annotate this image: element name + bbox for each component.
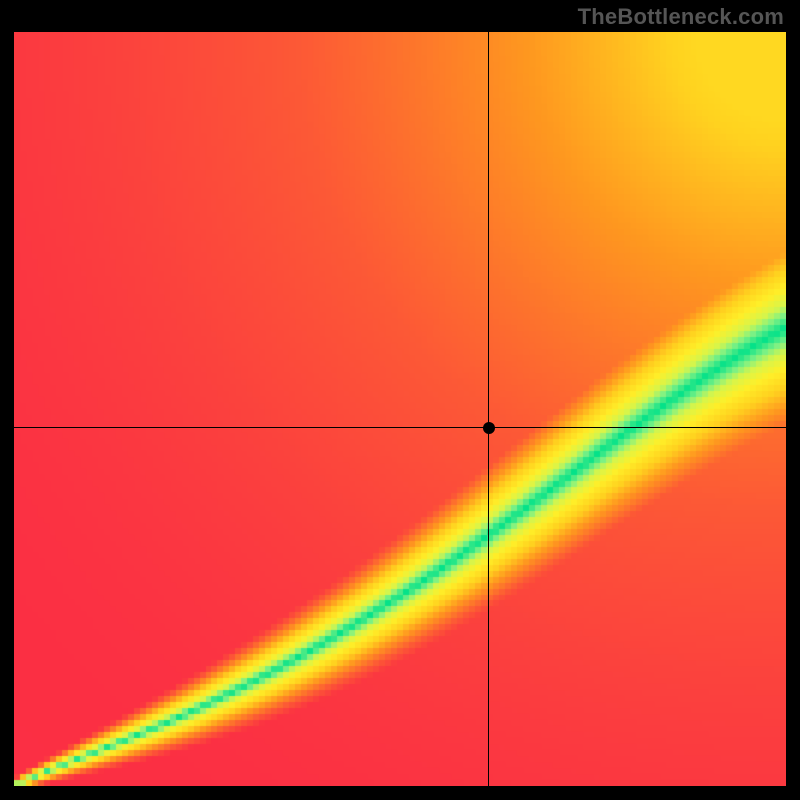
- figure-container: TheBottleneck.com: [0, 0, 800, 800]
- crosshair-marker-dot: [483, 422, 495, 434]
- crosshair-horizontal: [14, 427, 786, 428]
- plot-area: [14, 32, 786, 786]
- heatmap-canvas: [14, 32, 786, 786]
- crosshair-vertical: [488, 32, 489, 786]
- watermark-text: TheBottleneck.com: [578, 4, 784, 30]
